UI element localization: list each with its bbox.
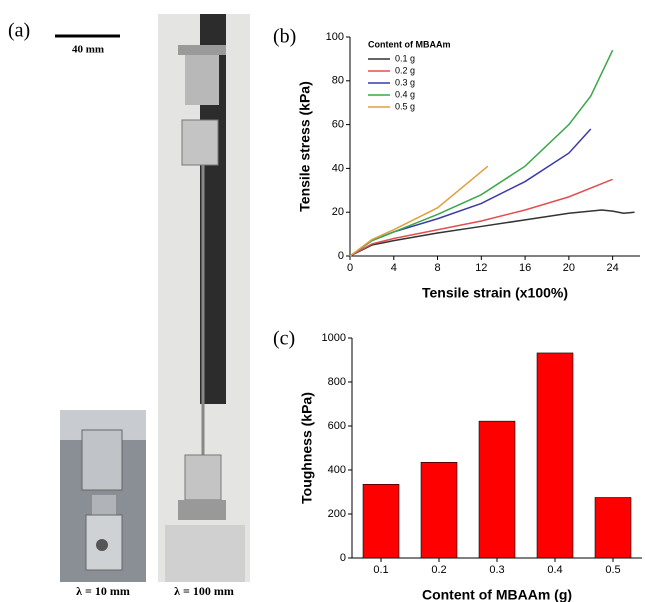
y-tick-label: 80 — [332, 75, 344, 87]
legend-title: Content of MBAAm — [368, 39, 451, 49]
y-tick-label: 100 — [326, 31, 344, 43]
y-axis-label: Toughness (kPa) — [299, 392, 315, 504]
x-tick-label: 8 — [434, 262, 440, 274]
photo-label: λ = 10 mm — [76, 584, 130, 598]
y-tick-label: 0 — [338, 250, 344, 262]
y-tick-label: 40 — [332, 162, 344, 174]
y-tick-label: 1000 — [322, 332, 346, 344]
x-axis-label: Tensile strain (x100%) — [422, 285, 568, 301]
x-tick-label: 0.5 — [605, 564, 620, 576]
y-tick-label: 600 — [328, 420, 346, 432]
photo-label: λ = 100 mm — [174, 584, 234, 598]
y-tick-label: 400 — [328, 464, 346, 476]
y-tick-label: 20 — [332, 206, 344, 218]
y-tick-label: 0 — [340, 552, 346, 564]
legend-label: 0.2 g — [395, 65, 415, 75]
bar — [478, 420, 516, 559]
legend-label: 0.1 g — [395, 53, 415, 63]
panel-label: (c) — [273, 328, 295, 350]
x-tick-label: 4 — [391, 262, 397, 274]
photo-tall — [158, 14, 250, 582]
legend-label: 0.5 g — [395, 101, 415, 111]
x-tick-label: 0.1 — [373, 564, 388, 576]
y-tick-label: 60 — [332, 119, 344, 131]
legend-label: 0.3 g — [395, 77, 415, 87]
y-axis-label: Tensile stress (kPa) — [297, 81, 313, 211]
legend-label: 0.4 g — [395, 89, 415, 99]
panel-label: (a) — [8, 20, 30, 42]
x-tick-label: 0 — [347, 262, 353, 274]
x-axis-label: Content of MBAAm (g) — [422, 587, 572, 602]
y-tick-label: 200 — [328, 508, 346, 520]
bar — [362, 483, 400, 559]
data-line — [349, 209, 635, 257]
data-line — [349, 178, 613, 257]
photo-small — [60, 410, 146, 582]
data-line — [349, 128, 592, 257]
x-tick-label: 0.2 — [431, 564, 446, 576]
y-tick-label: 800 — [328, 376, 346, 388]
bar — [536, 352, 574, 559]
x-tick-label: 20 — [563, 262, 575, 274]
x-tick-label: 24 — [607, 262, 619, 274]
x-tick-label: 16 — [519, 262, 531, 274]
x-tick-label: 0.3 — [489, 564, 504, 576]
panel-label: (b) — [273, 26, 296, 48]
scale-bar-label: 40 mm — [72, 44, 104, 56]
data-line — [349, 165, 489, 257]
x-tick-label: 12 — [475, 262, 487, 274]
x-tick-label: 0.4 — [547, 564, 562, 576]
bar — [594, 497, 632, 559]
data-line — [349, 49, 614, 257]
bar — [420, 461, 458, 559]
